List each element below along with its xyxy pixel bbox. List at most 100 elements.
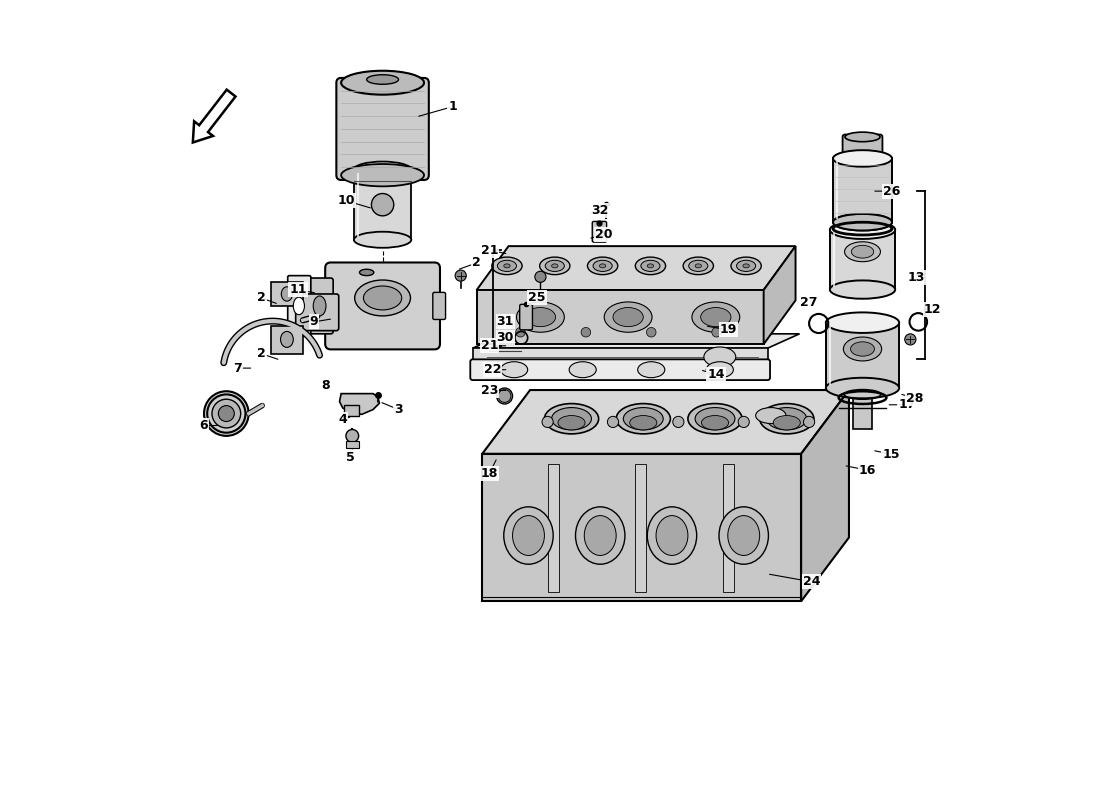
- Ellipse shape: [517, 302, 564, 332]
- Ellipse shape: [604, 302, 652, 332]
- Bar: [852, 388, 872, 430]
- Text: 25: 25: [528, 291, 546, 305]
- Bar: [271, 326, 303, 354]
- Ellipse shape: [282, 286, 293, 301]
- Ellipse shape: [851, 246, 873, 258]
- Ellipse shape: [701, 307, 732, 326]
- Ellipse shape: [360, 270, 374, 276]
- Ellipse shape: [575, 507, 625, 564]
- Polygon shape: [473, 348, 768, 366]
- Text: 17: 17: [899, 398, 916, 411]
- Ellipse shape: [826, 313, 899, 333]
- Text: 26: 26: [882, 185, 900, 198]
- Circle shape: [535, 271, 546, 282]
- Text: 3: 3: [394, 403, 403, 416]
- Polygon shape: [476, 246, 795, 290]
- Ellipse shape: [526, 307, 556, 326]
- Text: 14: 14: [707, 368, 725, 381]
- FancyArrow shape: [192, 90, 235, 142]
- Ellipse shape: [647, 507, 696, 564]
- Text: 23: 23: [481, 384, 498, 397]
- Ellipse shape: [600, 264, 606, 268]
- Ellipse shape: [773, 415, 801, 430]
- Bar: [636, 464, 647, 592]
- Text: 16: 16: [859, 464, 876, 477]
- Text: 5: 5: [346, 451, 355, 464]
- Text: 10: 10: [338, 194, 354, 207]
- Text: 9: 9: [310, 315, 318, 328]
- Text: 6: 6: [199, 419, 208, 432]
- Ellipse shape: [688, 403, 742, 434]
- Ellipse shape: [737, 260, 756, 271]
- Ellipse shape: [692, 302, 739, 332]
- Ellipse shape: [354, 162, 411, 178]
- Circle shape: [455, 270, 466, 282]
- Circle shape: [204, 391, 249, 436]
- Polygon shape: [801, 390, 849, 602]
- Ellipse shape: [624, 407, 663, 430]
- Polygon shape: [340, 394, 379, 414]
- Circle shape: [581, 327, 591, 337]
- Polygon shape: [482, 390, 849, 454]
- FancyBboxPatch shape: [843, 134, 882, 165]
- Text: 4: 4: [339, 414, 348, 426]
- Circle shape: [738, 416, 749, 427]
- Text: 32: 32: [591, 204, 608, 217]
- Ellipse shape: [341, 70, 424, 94]
- Ellipse shape: [719, 507, 769, 564]
- Ellipse shape: [354, 280, 410, 316]
- Ellipse shape: [504, 264, 510, 268]
- Circle shape: [905, 334, 916, 345]
- Ellipse shape: [504, 507, 553, 564]
- Ellipse shape: [544, 403, 598, 434]
- Bar: [271, 282, 303, 306]
- Circle shape: [607, 416, 618, 427]
- Ellipse shape: [732, 257, 761, 274]
- Ellipse shape: [833, 214, 892, 230]
- Circle shape: [498, 390, 510, 402]
- Circle shape: [219, 406, 234, 422]
- Ellipse shape: [845, 242, 880, 262]
- Ellipse shape: [363, 286, 402, 310]
- Ellipse shape: [629, 415, 657, 430]
- FancyBboxPatch shape: [519, 304, 532, 330]
- Ellipse shape: [706, 362, 734, 378]
- FancyBboxPatch shape: [306, 278, 333, 334]
- Text: 12: 12: [924, 302, 942, 316]
- Bar: [344, 405, 359, 416]
- Ellipse shape: [587, 257, 618, 274]
- Ellipse shape: [641, 260, 660, 271]
- Text: 18: 18: [481, 467, 498, 480]
- Ellipse shape: [844, 337, 881, 361]
- Circle shape: [542, 416, 553, 427]
- Ellipse shape: [689, 260, 708, 271]
- Ellipse shape: [829, 221, 895, 239]
- Ellipse shape: [833, 150, 892, 166]
- Circle shape: [345, 430, 359, 442]
- FancyBboxPatch shape: [432, 292, 446, 319]
- Ellipse shape: [341, 164, 424, 186]
- Ellipse shape: [354, 232, 411, 248]
- Text: 31: 31: [497, 315, 514, 328]
- Ellipse shape: [546, 260, 564, 271]
- Ellipse shape: [695, 407, 735, 430]
- Ellipse shape: [760, 403, 814, 434]
- Text: 28: 28: [906, 392, 924, 405]
- Ellipse shape: [584, 515, 616, 555]
- Bar: [345, 442, 359, 448]
- Ellipse shape: [497, 260, 517, 271]
- Text: 30: 30: [497, 331, 514, 344]
- Text: 1: 1: [449, 100, 458, 113]
- Ellipse shape: [695, 264, 702, 268]
- Bar: [723, 464, 734, 592]
- FancyBboxPatch shape: [471, 359, 770, 380]
- Polygon shape: [476, 290, 763, 344]
- Text: 8: 8: [321, 379, 330, 392]
- Ellipse shape: [647, 264, 653, 268]
- Text: 24: 24: [803, 575, 821, 588]
- Ellipse shape: [683, 257, 714, 274]
- Circle shape: [673, 416, 684, 427]
- Ellipse shape: [829, 281, 895, 298]
- Ellipse shape: [704, 347, 736, 367]
- Text: 21: 21: [481, 244, 498, 257]
